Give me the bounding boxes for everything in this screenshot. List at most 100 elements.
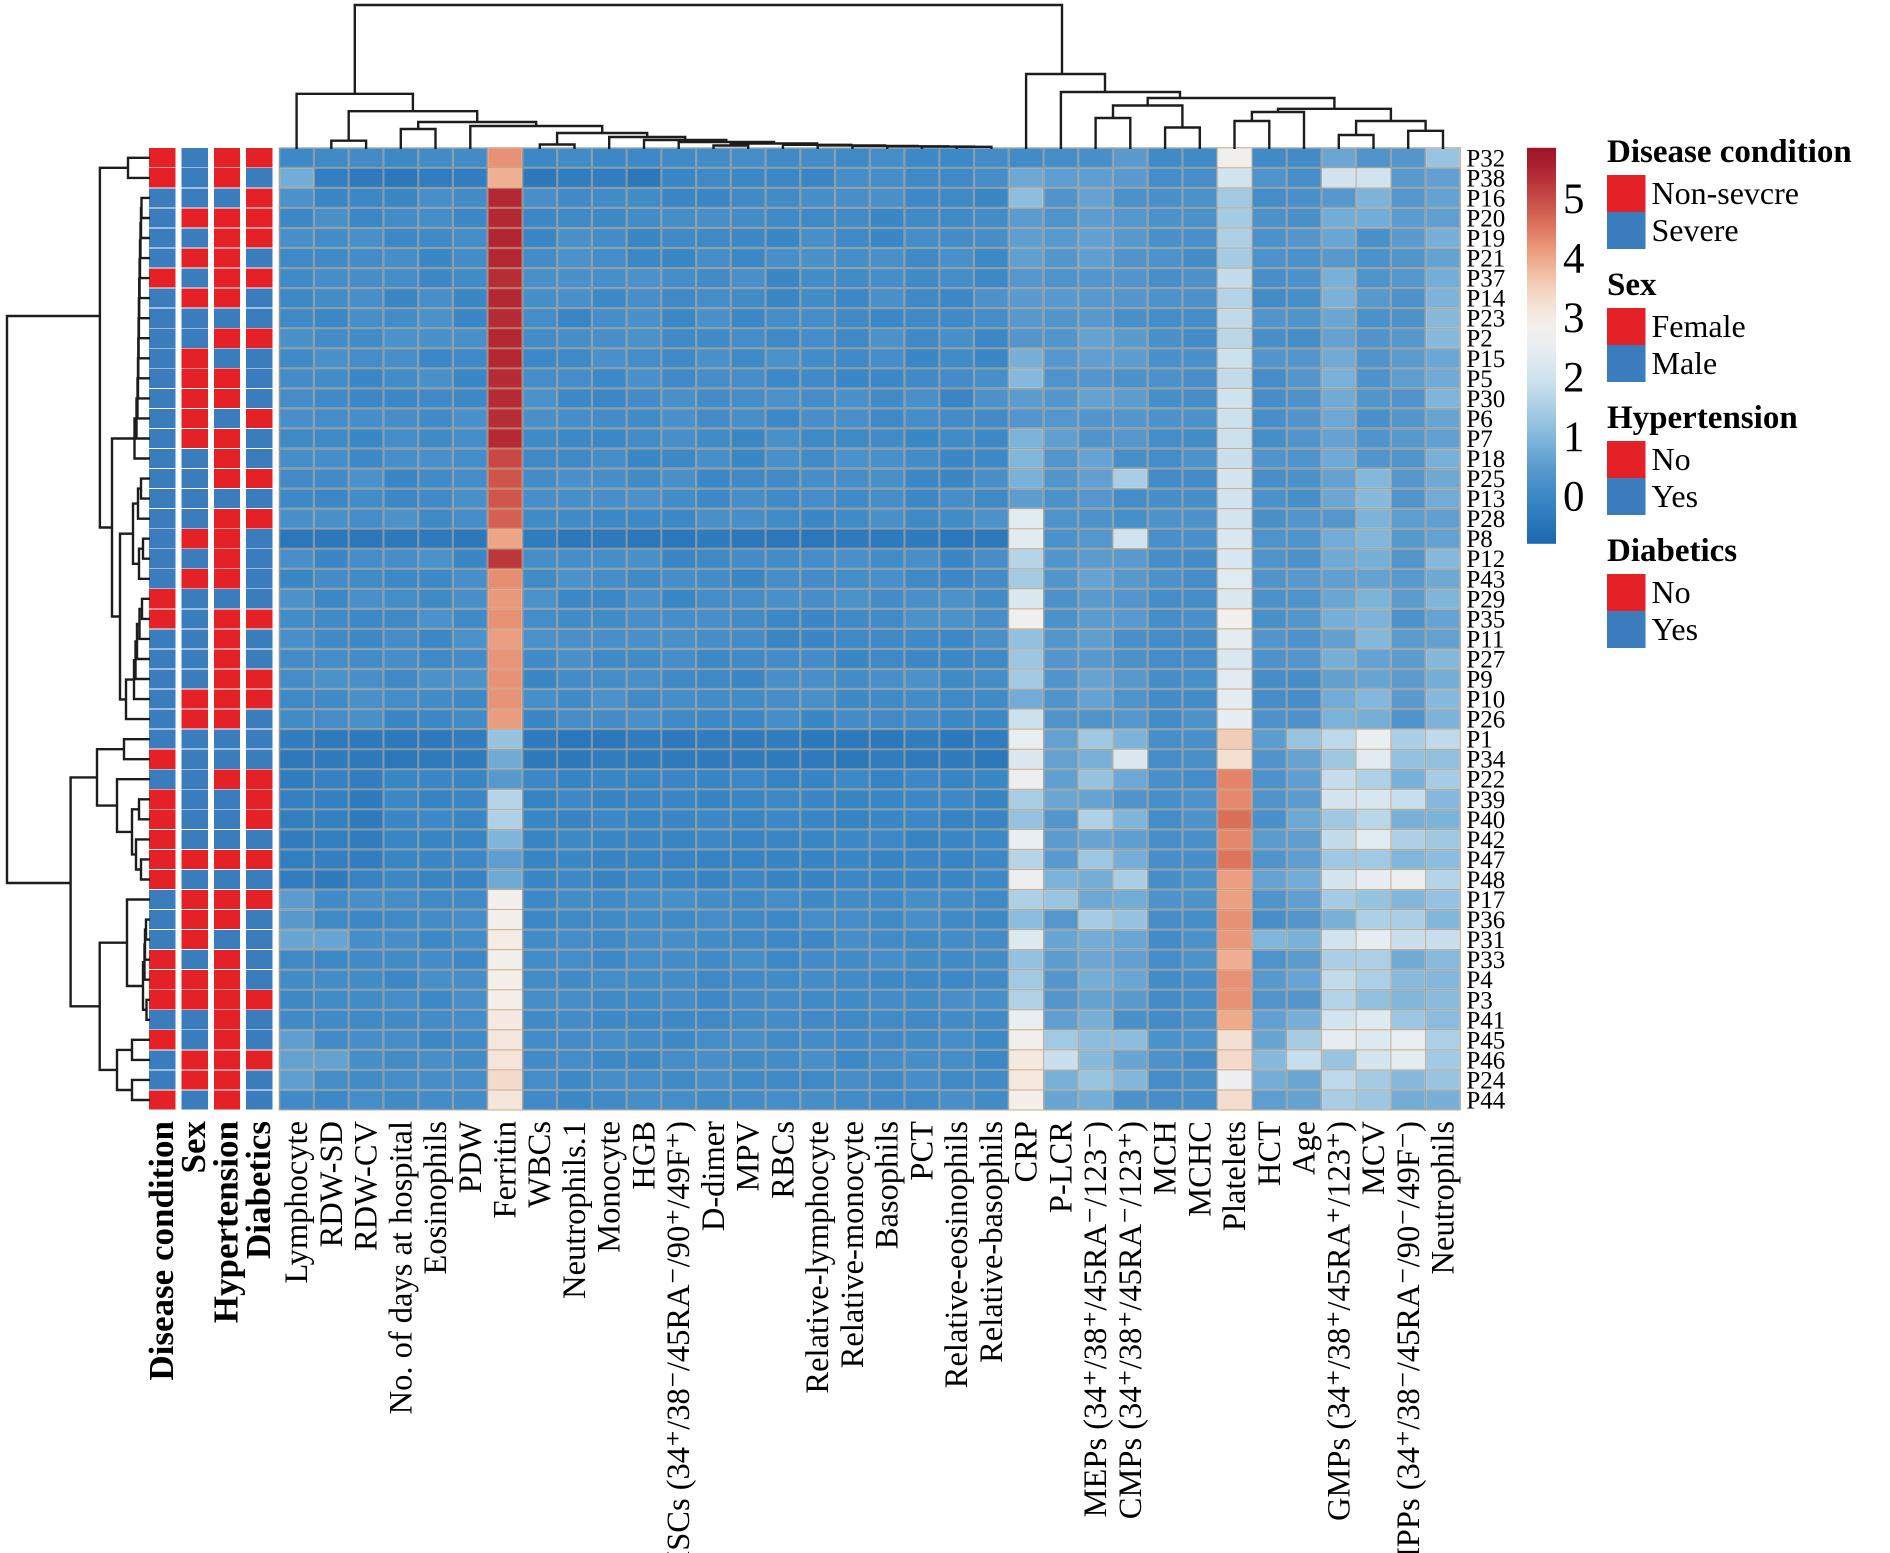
svg-text:P19: P19 xyxy=(1466,226,1505,253)
svg-text:P9: P9 xyxy=(1466,667,1492,694)
svg-text:Neutrophils: Neutrophils xyxy=(1426,1121,1462,1274)
svg-text:0: 0 xyxy=(1563,474,1585,521)
svg-text:P28: P28 xyxy=(1466,506,1505,533)
svg-text:MPV: MPV xyxy=(731,1120,767,1191)
svg-text:Hypertension: Hypertension xyxy=(207,1121,246,1323)
svg-text:P41: P41 xyxy=(1466,1007,1505,1034)
svg-text:P15: P15 xyxy=(1466,346,1505,373)
svg-text:P-LCR: P-LCR xyxy=(1043,1121,1079,1213)
svg-text:Disease condition: Disease condition xyxy=(1607,134,1852,170)
svg-text:P3: P3 xyxy=(1466,987,1492,1014)
svg-text:P39: P39 xyxy=(1466,787,1505,814)
svg-text:GMPs (34⁺/38⁺/45RA⁺/123⁺): GMPs (34⁺/38⁺/45RA⁺/123⁺) xyxy=(1321,1121,1357,1521)
svg-text:4: 4 xyxy=(1563,236,1585,283)
svg-text:P35: P35 xyxy=(1466,606,1505,633)
svg-text:HSCs (34⁺/38⁻/45RA⁻/90⁺/49F⁺): HSCs (34⁺/38⁻/45RA⁻/90⁺/49F⁺) xyxy=(661,1121,697,1553)
svg-text:P16: P16 xyxy=(1466,185,1505,212)
svg-text:P38: P38 xyxy=(1466,165,1505,192)
svg-text:Yes: Yes xyxy=(1652,611,1699,647)
svg-text:P48: P48 xyxy=(1466,867,1505,894)
svg-text:PDW: PDW xyxy=(453,1121,489,1194)
svg-text:P6: P6 xyxy=(1466,406,1492,433)
svg-text:P30: P30 xyxy=(1466,386,1505,413)
svg-text:Diabetics: Diabetics xyxy=(239,1121,278,1259)
svg-text:P12: P12 xyxy=(1466,546,1505,573)
svg-text:P32: P32 xyxy=(1466,145,1505,172)
svg-text:P5: P5 xyxy=(1466,366,1492,393)
svg-text:P27: P27 xyxy=(1466,647,1505,674)
svg-text:RBCs: RBCs xyxy=(765,1121,801,1199)
svg-text:P13: P13 xyxy=(1466,486,1505,513)
svg-text:Hypertension: Hypertension xyxy=(1607,400,1798,436)
svg-text:No: No xyxy=(1652,574,1691,610)
svg-text:Relative-eosinophils: Relative-eosinophils xyxy=(939,1121,975,1388)
svg-text:P37: P37 xyxy=(1466,266,1505,293)
svg-text:HCT: HCT xyxy=(1252,1121,1288,1186)
svg-text:P36: P36 xyxy=(1466,907,1505,934)
svg-text:P24: P24 xyxy=(1466,1067,1505,1094)
svg-text:Age: Age xyxy=(1287,1121,1323,1175)
svg-text:Yes: Yes xyxy=(1652,478,1699,514)
svg-text:P10: P10 xyxy=(1466,687,1505,714)
svg-text:PCT: PCT xyxy=(904,1121,940,1181)
svg-text:3: 3 xyxy=(1563,295,1585,342)
svg-text:P2: P2 xyxy=(1466,326,1492,353)
svg-text:P46: P46 xyxy=(1466,1047,1505,1074)
svg-text:P22: P22 xyxy=(1466,767,1505,794)
svg-text:CMPs (34⁺/38⁺/45RA⁻/123⁺): CMPs (34⁺/38⁺/45RA⁻/123⁺) xyxy=(1113,1121,1149,1519)
svg-text:Male: Male xyxy=(1652,345,1718,381)
svg-text:P44: P44 xyxy=(1466,1088,1505,1115)
svg-text:P23: P23 xyxy=(1466,306,1505,333)
svg-text:Relative-lymphocyte: Relative-lymphocyte xyxy=(800,1121,836,1394)
svg-text:P21: P21 xyxy=(1466,246,1505,273)
svg-text:P26: P26 xyxy=(1466,707,1505,734)
svg-text:P18: P18 xyxy=(1466,446,1505,473)
svg-text:RDW-CV: RDW-CV xyxy=(349,1120,385,1251)
svg-text:RDW-SD: RDW-SD xyxy=(314,1121,350,1247)
svg-text:MCHC: MCHC xyxy=(1182,1121,1218,1217)
svg-text:HGB: HGB xyxy=(627,1121,663,1190)
svg-text:P14: P14 xyxy=(1466,286,1505,313)
svg-text:CRP: CRP xyxy=(1009,1121,1045,1182)
svg-text:MCV: MCV xyxy=(1356,1120,1392,1195)
svg-text:P47: P47 xyxy=(1466,847,1505,874)
svg-text:Relative-basophils: Relative-basophils xyxy=(974,1121,1010,1363)
svg-text:Disease condition: Disease condition xyxy=(142,1121,181,1381)
svg-text:Lymphocyte: Lymphocyte xyxy=(279,1121,315,1283)
svg-text:Relative-monocyte: Relative-monocyte xyxy=(835,1121,871,1368)
svg-text:MEPs (34⁺/38⁺/45RA⁻/123⁻): MEPs (34⁺/38⁺/45RA⁻/123⁻) xyxy=(1078,1121,1114,1517)
svg-text:P43: P43 xyxy=(1466,566,1505,593)
svg-text:No: No xyxy=(1652,441,1691,477)
svg-text:Neutrophils.1: Neutrophils.1 xyxy=(557,1121,593,1299)
svg-text:MCH: MCH xyxy=(1148,1121,1184,1195)
svg-text:P4: P4 xyxy=(1466,967,1493,994)
svg-text:2: 2 xyxy=(1563,355,1585,402)
svg-text:5: 5 xyxy=(1563,176,1585,223)
svg-text:Basophils: Basophils xyxy=(870,1121,906,1249)
svg-text:Monocyte: Monocyte xyxy=(592,1121,628,1253)
svg-text:Diabetics: Diabetics xyxy=(1607,533,1737,569)
svg-text:P40: P40 xyxy=(1466,807,1505,834)
svg-text:P45: P45 xyxy=(1466,1027,1505,1054)
svg-text:1: 1 xyxy=(1563,414,1585,461)
svg-text:Eosinophils: Eosinophils xyxy=(418,1121,454,1275)
svg-text:P8: P8 xyxy=(1466,526,1492,553)
svg-text:P34: P34 xyxy=(1466,747,1505,774)
svg-text:P1: P1 xyxy=(1466,727,1492,754)
svg-text:P42: P42 xyxy=(1466,827,1505,854)
svg-text:P31: P31 xyxy=(1466,927,1505,954)
svg-text:P33: P33 xyxy=(1466,947,1505,974)
svg-text:WBCs: WBCs xyxy=(522,1121,558,1208)
svg-text:P17: P17 xyxy=(1466,887,1505,914)
svg-text:P11: P11 xyxy=(1466,626,1504,653)
svg-text:P25: P25 xyxy=(1466,466,1505,493)
svg-text:No. of days at hospital: No. of days at hospital xyxy=(383,1121,419,1414)
svg-text:Sex: Sex xyxy=(174,1121,213,1174)
svg-text:Female: Female xyxy=(1652,308,1746,344)
svg-text:P7: P7 xyxy=(1466,426,1492,453)
svg-text:Sex: Sex xyxy=(1607,267,1657,303)
svg-text:MPPs (34⁺/38⁻/45RA⁻/90⁻/49F⁻): MPPs (34⁺/38⁻/45RA⁻/90⁻/49F⁻) xyxy=(1391,1121,1427,1553)
svg-text:Ferritin: Ferritin xyxy=(488,1121,524,1218)
svg-text:P20: P20 xyxy=(1466,206,1505,233)
svg-text:Severe: Severe xyxy=(1652,212,1739,248)
